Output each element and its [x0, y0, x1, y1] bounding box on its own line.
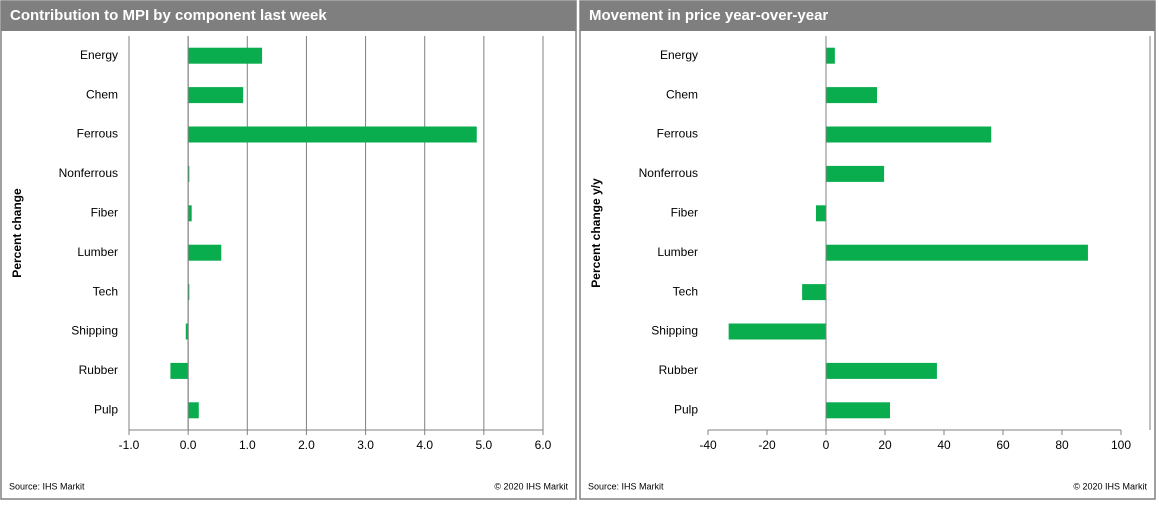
category-label: Lumber	[657, 245, 698, 259]
bar	[802, 284, 826, 301]
x-tick-label: 0.0	[180, 438, 197, 452]
bar	[815, 205, 826, 222]
category-label: Tech	[673, 284, 698, 298]
bar	[188, 87, 244, 104]
category-label: Ferrous	[657, 127, 698, 141]
bar	[826, 126, 992, 143]
category-label: Pulp	[94, 402, 118, 416]
bar	[188, 165, 190, 182]
x-tick-label: 1.0	[239, 438, 256, 452]
category-label: Shipping	[651, 324, 698, 338]
category-label: Rubber	[659, 363, 698, 377]
x-tick-label: 20	[878, 438, 892, 452]
panel-header	[580, 1, 1155, 31]
category-label: Fiber	[671, 205, 698, 219]
category-label: Lumber	[77, 245, 118, 259]
x-tick-label: 60	[996, 438, 1010, 452]
x-tick-label: -1.0	[119, 438, 140, 452]
x-tick-label: 2.0	[298, 438, 315, 452]
x-tick-label: 100	[1111, 438, 1131, 452]
category-label: Ferrous	[77, 127, 118, 141]
source: Source: IHS Markit	[588, 481, 664, 491]
y-axis-title: Percent change y/y	[589, 178, 603, 288]
category-label: Tech	[93, 284, 118, 298]
bar	[170, 362, 189, 379]
category-label: Nonferrous	[59, 166, 118, 180]
bar	[185, 323, 189, 340]
x-tick-label: 5.0	[476, 438, 493, 452]
bar	[188, 47, 263, 64]
x-tick-label: 80	[1055, 438, 1069, 452]
bar	[826, 165, 885, 182]
copyright: © 2020 IHS Markit	[1073, 481, 1147, 491]
x-tick-label: 40	[937, 438, 951, 452]
chart-title: Movement in price year-over-year	[589, 7, 828, 24]
x-tick-label: 0	[823, 438, 830, 452]
bar	[826, 47, 835, 64]
bar	[188, 402, 199, 419]
x-tick-label: -40	[699, 438, 717, 452]
bar	[188, 284, 190, 301]
source: Source: IHS Markit	[9, 481, 85, 491]
copyright: © 2020 IHS Markit	[494, 481, 568, 491]
category-label: Energy	[660, 48, 698, 62]
panel	[0, 0, 577, 500]
chart-title: Contribution to MPI by component last we…	[10, 7, 327, 24]
category-label: Chem	[666, 87, 698, 101]
category-label: Energy	[80, 48, 118, 62]
panel-header	[1, 1, 576, 31]
category-label: Rubber	[79, 363, 118, 377]
bar	[188, 244, 222, 261]
x-tick-label: 3.0	[357, 438, 374, 452]
x-tick-label: 4.0	[416, 438, 433, 452]
category-label: Nonferrous	[639, 166, 698, 180]
bar	[826, 362, 937, 379]
bar	[826, 87, 878, 104]
bar	[728, 323, 826, 340]
x-tick-label: -20	[758, 438, 776, 452]
category-label: Chem	[86, 87, 118, 101]
bar	[826, 402, 891, 419]
category-label: Pulp	[674, 402, 698, 416]
x-tick-label: 6.0	[535, 438, 552, 452]
y-axis-title: Percent change	[10, 188, 24, 278]
category-label: Fiber	[91, 205, 118, 219]
bar	[188, 126, 477, 143]
bar	[188, 205, 192, 222]
category-label: Shipping	[71, 324, 118, 338]
bar	[826, 244, 1088, 261]
